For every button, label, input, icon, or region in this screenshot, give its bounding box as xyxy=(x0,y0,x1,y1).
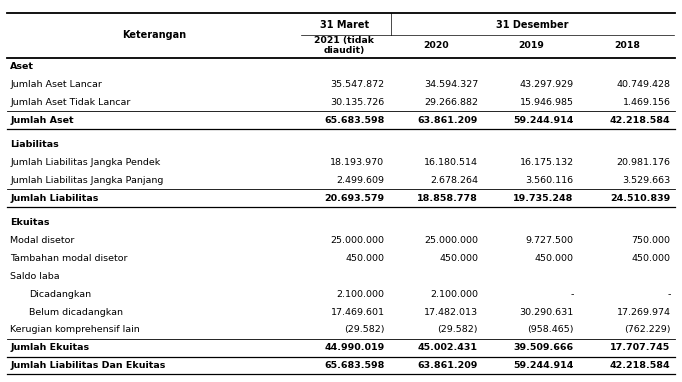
Text: 1.469.156: 1.469.156 xyxy=(623,98,670,107)
Text: 59.244.914: 59.244.914 xyxy=(514,361,574,370)
Text: 2.100.000: 2.100.000 xyxy=(430,290,478,299)
Text: Tambahan modal disetor: Tambahan modal disetor xyxy=(10,254,128,263)
Text: 2019: 2019 xyxy=(518,41,544,50)
Text: (29.582): (29.582) xyxy=(438,325,478,334)
Text: 2.678.264: 2.678.264 xyxy=(430,176,478,185)
Text: 20.693.579: 20.693.579 xyxy=(325,194,385,203)
Text: Jumlah Aset: Jumlah Aset xyxy=(10,116,74,125)
Text: 45.002.431: 45.002.431 xyxy=(418,343,478,352)
Text: 9.727.500: 9.727.500 xyxy=(526,236,574,245)
Text: -: - xyxy=(570,290,574,299)
Text: 34.594.327: 34.594.327 xyxy=(424,80,478,89)
Text: 3.560.116: 3.560.116 xyxy=(525,176,574,185)
Text: 30.290.631: 30.290.631 xyxy=(519,308,574,317)
Text: (958.465): (958.465) xyxy=(527,325,574,334)
Text: 15.946.985: 15.946.985 xyxy=(520,98,574,107)
Text: 30.135.726: 30.135.726 xyxy=(330,98,385,107)
Text: 65.683.598: 65.683.598 xyxy=(324,116,385,125)
Text: Modal disetor: Modal disetor xyxy=(10,236,74,245)
Text: 35.547.872: 35.547.872 xyxy=(330,80,385,89)
Text: (762.229): (762.229) xyxy=(624,325,670,334)
Text: 25.000.000: 25.000.000 xyxy=(331,236,385,245)
Text: (29.582): (29.582) xyxy=(344,325,385,334)
Text: 20.981.176: 20.981.176 xyxy=(617,158,670,167)
Text: Jumlah Aset Lancar: Jumlah Aset Lancar xyxy=(10,80,102,89)
Text: 3.529.663: 3.529.663 xyxy=(622,176,670,185)
Text: Jumlah Liabilitas Jangka Pendek: Jumlah Liabilitas Jangka Pendek xyxy=(10,158,160,167)
Text: 17.469.601: 17.469.601 xyxy=(331,308,385,317)
Text: -: - xyxy=(667,290,670,299)
Text: Belum dicadangkan: Belum dicadangkan xyxy=(29,308,123,317)
Text: 17.707.745: 17.707.745 xyxy=(610,343,670,352)
Text: 65.683.598: 65.683.598 xyxy=(324,361,385,370)
Text: Liabilitas: Liabilitas xyxy=(10,140,59,149)
Text: Saldo laba: Saldo laba xyxy=(10,272,60,281)
Text: 450.000: 450.000 xyxy=(535,254,574,263)
Text: 2021 (tidak
diaudit): 2021 (tidak diaudit) xyxy=(314,36,374,55)
Text: 450.000: 450.000 xyxy=(346,254,385,263)
Text: Jumlah Liabilitas: Jumlah Liabilitas xyxy=(10,194,98,203)
Text: 2018: 2018 xyxy=(614,41,640,50)
Text: 18.193.970: 18.193.970 xyxy=(330,158,385,167)
Text: 29.266.882: 29.266.882 xyxy=(424,98,478,107)
Text: 42.218.584: 42.218.584 xyxy=(610,116,670,125)
Text: Jumlah Aset Tidak Lancar: Jumlah Aset Tidak Lancar xyxy=(10,98,130,107)
Text: 19.735.248: 19.735.248 xyxy=(514,194,574,203)
Text: 39.509.666: 39.509.666 xyxy=(514,343,574,352)
Text: 16.175.132: 16.175.132 xyxy=(520,158,574,167)
Text: Jumlah Liabilitas Jangka Panjang: Jumlah Liabilitas Jangka Panjang xyxy=(10,176,164,185)
Text: 25.000.000: 25.000.000 xyxy=(424,236,478,245)
Text: 450.000: 450.000 xyxy=(632,254,670,263)
Text: 17.482.013: 17.482.013 xyxy=(424,308,478,317)
Text: 44.990.019: 44.990.019 xyxy=(324,343,385,352)
Text: 43.297.929: 43.297.929 xyxy=(520,80,574,89)
Text: 450.000: 450.000 xyxy=(439,254,478,263)
Text: 63.861.209: 63.861.209 xyxy=(417,361,478,370)
Text: Jumlah Liabilitas Dan Ekuitas: Jumlah Liabilitas Dan Ekuitas xyxy=(10,361,166,370)
Text: Jumlah Ekuitas: Jumlah Ekuitas xyxy=(10,343,89,352)
Text: Kerugian komprehensif lain: Kerugian komprehensif lain xyxy=(10,325,140,334)
Text: 40.749.428: 40.749.428 xyxy=(617,80,670,89)
Text: 24.510.839: 24.510.839 xyxy=(610,194,670,203)
Text: Keterangan: Keterangan xyxy=(122,31,186,40)
Text: Dicadangkan: Dicadangkan xyxy=(29,290,91,299)
Text: 18.858.778: 18.858.778 xyxy=(417,194,478,203)
Text: 2.100.000: 2.100.000 xyxy=(336,290,385,299)
Text: 750.000: 750.000 xyxy=(632,236,670,245)
Text: 59.244.914: 59.244.914 xyxy=(514,116,574,125)
Text: 31 Maret: 31 Maret xyxy=(320,20,369,30)
Text: 16.180.514: 16.180.514 xyxy=(424,158,478,167)
Text: 31 Desember: 31 Desember xyxy=(496,20,569,30)
Text: Aset: Aset xyxy=(10,62,34,71)
Text: 63.861.209: 63.861.209 xyxy=(417,116,478,125)
Text: 42.218.584: 42.218.584 xyxy=(610,361,670,370)
Text: Ekuitas: Ekuitas xyxy=(10,219,50,227)
Text: 2020: 2020 xyxy=(424,41,449,50)
Text: 17.269.974: 17.269.974 xyxy=(617,308,670,317)
Text: 2.499.609: 2.499.609 xyxy=(336,176,385,185)
